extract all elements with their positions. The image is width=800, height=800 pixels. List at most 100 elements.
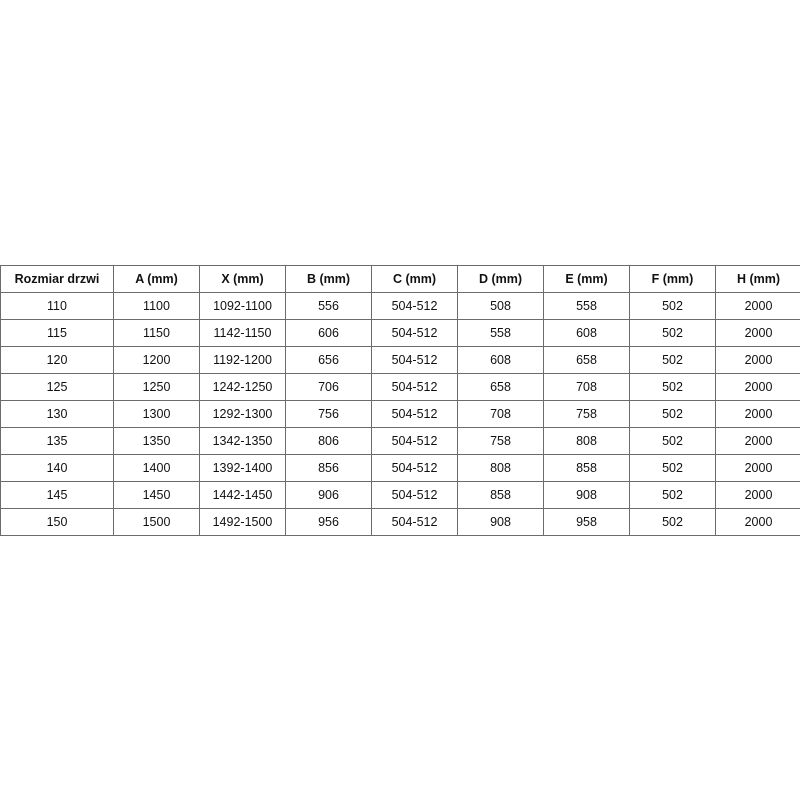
table-cell: 758 — [543, 400, 630, 428]
column-header: F (mm) — [629, 265, 716, 293]
column-header: A (mm) — [113, 265, 200, 293]
table-cell: 502 — [629, 373, 716, 401]
table-cell: 130 — [0, 400, 114, 428]
table-cell: 708 — [457, 400, 544, 428]
table-cell: 504-512 — [371, 400, 458, 428]
table-cell: 1242-1250 — [199, 373, 286, 401]
table-cell: 1092-1100 — [199, 292, 286, 320]
table-cell: 606 — [285, 319, 372, 347]
table-cell: 2000 — [715, 400, 800, 428]
table-cell: 1500 — [113, 508, 200, 536]
column-header: H (mm) — [715, 265, 800, 293]
table-row: 125 1250 1242-1250 706 504-512 658 708 502 2000 — [0, 373, 800, 401]
table-cell: 2000 — [715, 319, 800, 347]
table-cell: 508 — [457, 292, 544, 320]
table-row: 145 1450 1442-1450 906 504-512 858 908 502 2000 — [0, 481, 800, 509]
table-row: 140 1400 1392-1400 856 504-512 808 858 502 2000 — [0, 454, 800, 482]
table-cell: 2000 — [715, 427, 800, 455]
table-cell: 504-512 — [371, 454, 458, 482]
table-cell: 1442-1450 — [199, 481, 286, 509]
table-cell: 150 — [0, 508, 114, 536]
column-header: B (mm) — [285, 265, 372, 293]
table-cell: 140 — [0, 454, 114, 482]
table-row: 135 1350 1342-1350 806 504-512 758 808 502 2000 — [0, 427, 800, 455]
table-row: 120 1200 1192-1200 656 504-512 608 658 502 2000 — [0, 346, 800, 374]
table-cell: 556 — [285, 292, 372, 320]
table-cell: 1142-1150 — [199, 319, 286, 347]
table-cell: 1342-1350 — [199, 427, 286, 455]
column-header: Rozmiar drzwi — [0, 265, 114, 293]
table-cell: 502 — [629, 454, 716, 482]
table-cell: 858 — [543, 454, 630, 482]
column-header: C (mm) — [371, 265, 458, 293]
column-header: X (mm) — [199, 265, 286, 293]
table-cell: 1450 — [113, 481, 200, 509]
table-row: 115 1150 1142-1150 606 504-512 558 608 502 2000 — [0, 319, 800, 347]
table-cell: 502 — [629, 481, 716, 509]
table-cell: 2000 — [715, 346, 800, 374]
table-cell: 806 — [285, 427, 372, 455]
table-cell: 115 — [0, 319, 114, 347]
table-cell: 758 — [457, 427, 544, 455]
table-cell: 656 — [285, 346, 372, 374]
table-cell: 856 — [285, 454, 372, 482]
table-cell: 504-512 — [371, 427, 458, 455]
table-cell: 708 — [543, 373, 630, 401]
table-cell: 1192-1200 — [199, 346, 286, 374]
table-cell: 1300 — [113, 400, 200, 428]
table-cell: 120 — [0, 346, 114, 374]
table-row: 110 1100 1092-1100 556 504-512 508 558 502 2000 — [0, 292, 800, 320]
table-cell: 504-512 — [371, 292, 458, 320]
table-cell: 958 — [543, 508, 630, 536]
table-cell: 2000 — [715, 508, 800, 536]
table-cell: 504-512 — [371, 481, 458, 509]
dimensions-table: Rozmiar drzwi A (mm) X (mm) B (mm) C (mm) D (… — [0, 265, 800, 536]
table-cell: 858 — [457, 481, 544, 509]
table-cell: 135 — [0, 427, 114, 455]
table-cell: 808 — [457, 454, 544, 482]
table-cell: 658 — [457, 373, 544, 401]
table-cell: 1492-1500 — [199, 508, 286, 536]
table-cell: 1400 — [113, 454, 200, 482]
table-cell: 504-512 — [371, 319, 458, 347]
table-cell: 1150 — [113, 319, 200, 347]
table-cell: 1200 — [113, 346, 200, 374]
table-cell: 608 — [457, 346, 544, 374]
table-cell: 504-512 — [371, 373, 458, 401]
table-cell: 502 — [629, 346, 716, 374]
table-cell: 1292-1300 — [199, 400, 286, 428]
table-cell: 2000 — [715, 373, 800, 401]
table-cell: 1350 — [113, 427, 200, 455]
table-cell: 706 — [285, 373, 372, 401]
table-cell: 502 — [629, 319, 716, 347]
table-cell: 908 — [457, 508, 544, 536]
table-cell: 1100 — [113, 292, 200, 320]
table-row: 150 1500 1492-1500 956 504-512 908 958 502 2000 — [0, 508, 800, 536]
header-row: Rozmiar drzwi A (mm) X (mm) B (mm) C (mm) D (… — [0, 265, 800, 293]
table-cell: 906 — [285, 481, 372, 509]
table-cell: 658 — [543, 346, 630, 374]
table-cell: 558 — [457, 319, 544, 347]
table-cell: 956 — [285, 508, 372, 536]
table-cell: 504-512 — [371, 508, 458, 536]
table-cell: 1392-1400 — [199, 454, 286, 482]
table-cell: 125 — [0, 373, 114, 401]
table-cell: 2000 — [715, 481, 800, 509]
table-cell: 502 — [629, 292, 716, 320]
column-header: E (mm) — [543, 265, 630, 293]
table-cell: 502 — [629, 427, 716, 455]
table-cell: 2000 — [715, 292, 800, 320]
table-cell: 502 — [629, 400, 716, 428]
table-cell: 756 — [285, 400, 372, 428]
table-cell: 2000 — [715, 454, 800, 482]
table-cell: 908 — [543, 481, 630, 509]
column-header: D (mm) — [457, 265, 544, 293]
table-cell: 1250 — [113, 373, 200, 401]
table-cell: 808 — [543, 427, 630, 455]
table-cell: 608 — [543, 319, 630, 347]
table-cell: 110 — [0, 292, 114, 320]
table-cell: 145 — [0, 481, 114, 509]
table-row: 130 1300 1292-1300 756 504-512 708 758 502 2000 — [0, 400, 800, 428]
table-cell: 558 — [543, 292, 630, 320]
table-cell: 502 — [629, 508, 716, 536]
